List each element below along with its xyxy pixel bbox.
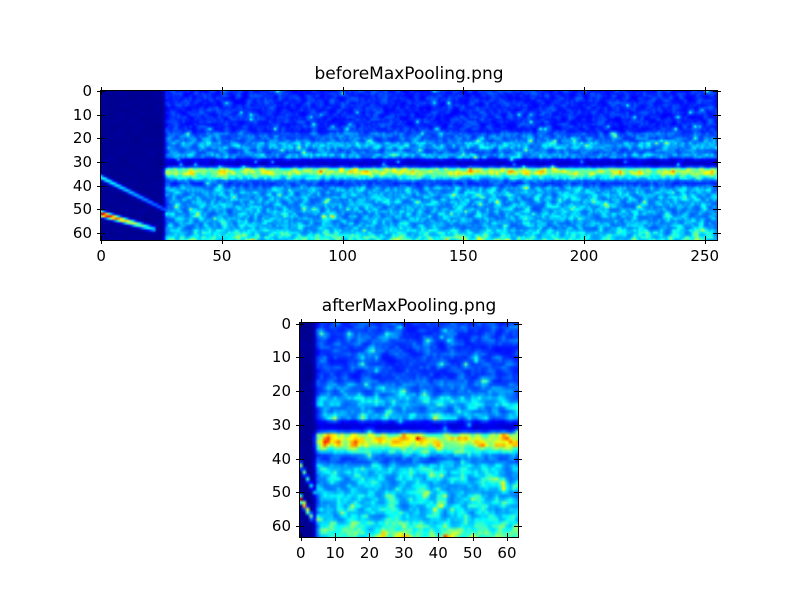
y-tick-mark-left [296,357,304,358]
y-tick-mark-right [713,138,721,139]
y-tick-mark-left [97,115,105,116]
x-tick-label: 20 [359,544,380,562]
x-tick-label: 200 [569,247,599,265]
y-tick-mark-right [713,162,721,163]
y-tick-mark-right [713,91,721,92]
y-tick-label: 50 [72,200,92,219]
y-tick-mark-left [296,324,304,325]
x-tick-mark-top [507,319,508,327]
y-tick-mark-left [97,91,105,92]
y-tick-mark-right [713,115,721,116]
x-tick-mark-bottom [438,533,439,541]
y-tick-label: 50 [271,483,291,502]
y-tick-mark-right [514,526,522,527]
x-tick-mark-top [343,87,344,95]
y-tick-mark-right [514,459,522,460]
x-tick-mark-bottom [463,236,464,244]
y-tick-mark-left [97,138,105,139]
x-tick-label: 150 [448,247,478,265]
x-tick-mark-top [473,319,474,327]
y-tick-label: 40 [271,449,291,468]
x-tick-mark-bottom [473,533,474,541]
x-tick-mark-bottom [335,533,336,541]
y-tick-mark-left [97,162,105,163]
x-tick-mark-top [404,319,405,327]
x-tick-label: 60 [497,544,517,562]
y-tick-label: 30 [271,415,291,434]
y-tick-label: 0 [82,82,92,101]
plot-title-after: afterMaxPooling.png [321,296,497,316]
y-tick-mark-left [97,209,105,210]
heatmap-canvas-after [299,322,519,538]
x-tick-mark-bottom [705,236,706,244]
x-tick-label: 0 [295,544,306,562]
x-tick-label: 50 [212,247,232,265]
y-tick-mark-left [296,391,304,392]
y-tick-label: 10 [72,105,92,124]
x-tick-label: 40 [428,544,448,562]
x-tick-mark-bottom [301,533,302,541]
y-tick-mark-left [97,233,105,234]
x-tick-mark-bottom [584,236,585,244]
x-tick-label: 250 [690,247,720,265]
x-tick-mark-top [463,87,464,95]
x-tick-mark-bottom [507,533,508,541]
x-tick-mark-top [438,319,439,327]
x-tick-mark-bottom [343,236,344,244]
y-tick-mark-left [296,492,304,493]
x-tick-mark-top [584,87,585,95]
y-tick-label: 40 [72,176,92,195]
y-tick-label: 0 [281,314,291,333]
x-tick-label: 30 [394,544,414,562]
x-tick-label: 50 [463,544,483,562]
y-tick-label: 10 [271,348,291,367]
y-tick-mark-right [514,492,522,493]
x-tick-label: 0 [96,247,106,265]
heatmap-canvas-before [100,90,718,241]
x-tick-label: 100 [328,247,357,265]
y-tick-label: 20 [72,129,92,148]
plot-title-before: beforeMaxPooling.png [314,64,504,84]
y-tick-mark-left [296,526,304,527]
x-tick-mark-bottom [404,533,405,541]
x-tick-mark-top [335,319,336,327]
x-tick-mark-top [369,319,370,327]
y-tick-label: 60 [72,223,92,242]
x-tick-mark-top [301,319,302,327]
y-tick-mark-right [713,186,721,187]
axes-frame-before [100,90,718,241]
y-tick-label: 30 [72,152,92,171]
y-tick-mark-left [296,459,304,460]
y-tick-mark-left [296,425,304,426]
y-tick-label: 60 [271,517,291,536]
y-tick-mark-right [514,391,522,392]
axes-frame-after [299,322,519,538]
y-tick-mark-right [514,357,522,358]
x-tick-mark-bottom [369,533,370,541]
x-tick-mark-top [222,87,223,95]
y-tick-label: 20 [271,382,291,401]
y-tick-mark-right [514,425,522,426]
y-tick-mark-right [713,233,721,234]
y-tick-mark-left [97,186,105,187]
x-tick-mark-bottom [101,236,102,244]
x-tick-mark-bottom [222,236,223,244]
x-tick-mark-top [705,87,706,95]
y-tick-mark-right [713,209,721,210]
y-tick-mark-right [514,324,522,325]
x-tick-label: 10 [325,544,345,562]
